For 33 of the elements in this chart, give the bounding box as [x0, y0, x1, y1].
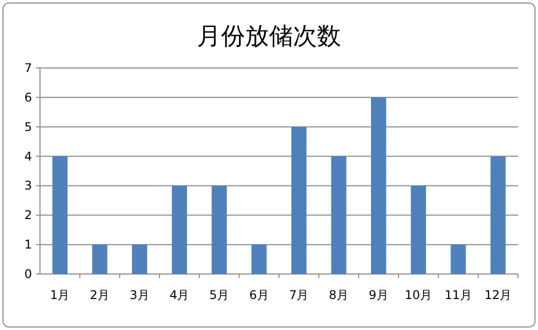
x-tick-label: 7月 [289, 288, 309, 302]
x-tick-label: 8月 [328, 288, 349, 302]
chart-title: 月份放储次数 [197, 22, 341, 50]
bar [331, 156, 346, 274]
x-tick-label: 1月 [50, 288, 70, 302]
bar [172, 186, 187, 274]
bar [132, 244, 148, 274]
x-tick-label: 11月 [444, 288, 472, 302]
y-tick-label: 2 [24, 208, 32, 222]
bar [450, 244, 466, 274]
x-tick-label: 9月 [368, 288, 388, 302]
y-tick-label: 6 [24, 90, 32, 104]
bar [490, 156, 506, 274]
bar [92, 244, 108, 274]
x-tick-label: 2月 [90, 288, 110, 302]
bar [212, 186, 227, 274]
bar [410, 186, 426, 274]
x-tick-label: 5月 [209, 288, 230, 302]
bar [252, 244, 267, 274]
bar [371, 97, 386, 274]
x-tick-label: 4月 [170, 288, 190, 302]
x-tick-label: 6月 [249, 288, 269, 302]
y-tick-label: 5 [24, 120, 32, 134]
x-tick-label: 12月 [484, 288, 512, 302]
y-tick-label: 1 [24, 238, 32, 252]
x-tick-label: 10月 [404, 288, 432, 302]
x-tick-label: 3月 [130, 288, 150, 302]
bar [52, 156, 68, 274]
y-tick-label: 7 [24, 61, 32, 75]
y-tick-label: 0 [24, 267, 32, 281]
y-tick-label: 3 [24, 178, 32, 193]
bar [291, 126, 306, 274]
y-tick-label: 4 [24, 149, 32, 164]
